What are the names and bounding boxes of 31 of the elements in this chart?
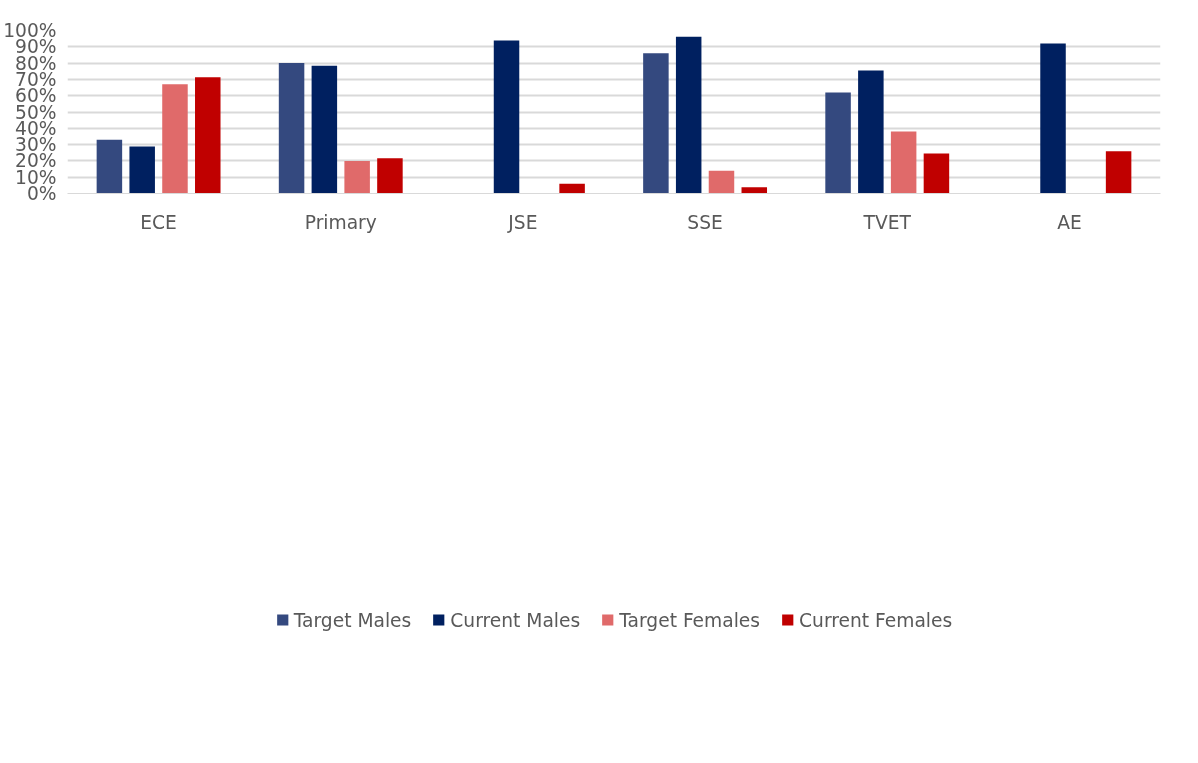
bar — [741, 187, 768, 194]
bar — [195, 77, 221, 194]
bar — [377, 158, 403, 194]
x-tick-label: ECE — [140, 211, 177, 233]
legend-label: Current Males — [450, 609, 581, 631]
legend-label: Target Females — [619, 609, 761, 631]
x-tick-label: TVET — [862, 211, 912, 233]
bar — [675, 36, 702, 194]
bar — [1105, 151, 1132, 194]
bar — [825, 92, 851, 194]
y-tick-label: 0% — [26, 183, 57, 204]
bar — [643, 53, 669, 194]
bar — [96, 139, 123, 194]
bar — [278, 63, 305, 194]
x-tick-label: SSE — [687, 211, 723, 233]
bar — [129, 146, 155, 194]
legend-label: Current Females — [799, 609, 953, 631]
x-tick-label: Primary — [304, 211, 377, 233]
bar — [344, 160, 370, 194]
bar — [311, 65, 338, 194]
bar — [493, 40, 520, 194]
bar — [858, 70, 884, 194]
bar — [559, 183, 585, 194]
legend-label: Target Males — [293, 609, 412, 631]
bar — [890, 131, 917, 194]
bar — [923, 153, 950, 194]
bar — [1040, 43, 1066, 194]
x-tick-label: AE — [1057, 211, 1082, 233]
bar — [162, 84, 188, 194]
bar — [708, 170, 735, 194]
x-tick-label: JSE — [507, 211, 538, 233]
